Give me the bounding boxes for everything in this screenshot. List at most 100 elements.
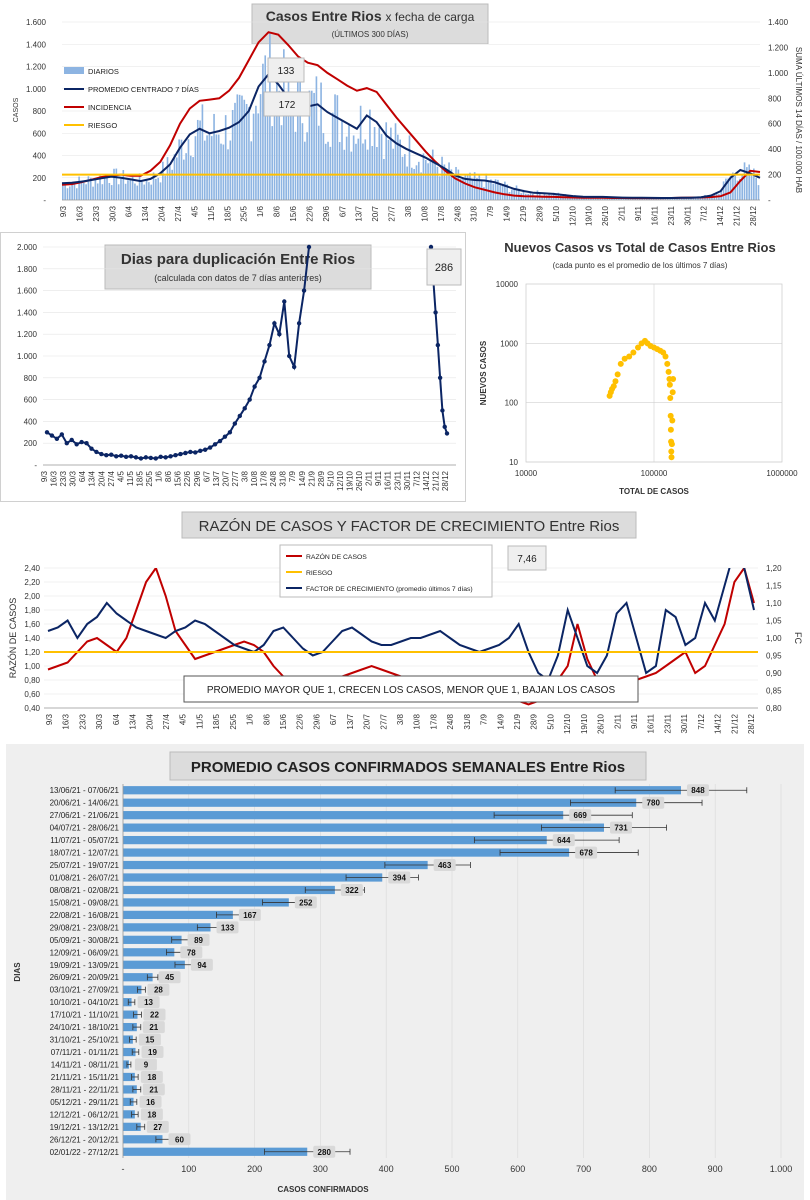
x-tick-label: 6/4 (112, 713, 121, 725)
data-label-box (168, 1133, 191, 1146)
category-label: 13/06/21 - 07/06/21 (50, 786, 120, 795)
category-label: 26/12/21 - 20/12/21 (50, 1135, 120, 1144)
legend-box (279, 544, 493, 598)
duplicacion-point (272, 321, 277, 326)
daily-bar (124, 183, 127, 200)
x-tick-label: 17/8 (429, 713, 438, 729)
x-tick-label: 4/5 (116, 470, 125, 482)
y-tick-label: 1000 (500, 339, 518, 348)
x-tick-label: 6/4 (78, 470, 87, 482)
chart-razon: RAZÓN DE CASOS Y FACTOR DE CRECIMIENTO E… (8, 511, 803, 734)
data-label: 18 (147, 1073, 156, 1082)
duplicacion-point (232, 421, 238, 426)
daily-bar (373, 127, 376, 200)
category-label: 14/11/21 - 08/11/21 (51, 1061, 120, 1070)
x-tick-label: 10/8 (413, 713, 422, 729)
x-tick-label: 28/9 (535, 205, 544, 221)
daily-bar (85, 184, 87, 200)
bar (123, 948, 175, 957)
x-tick-label: 13/7 (355, 205, 364, 221)
daily-bar (471, 179, 474, 200)
daily-bar (369, 109, 371, 200)
y-tick-label: - (34, 461, 37, 470)
x-tick-label: 3/8 (404, 205, 413, 217)
y-tick-label: 1.600 (17, 287, 38, 296)
daily-bar (257, 113, 260, 200)
legend-label: RIESGO (88, 121, 117, 130)
note-box (183, 675, 639, 703)
x-tick-label: 27/7 (231, 470, 240, 486)
x-tick-label: 26/10 (597, 713, 606, 734)
duplicacion-point (123, 454, 129, 460)
bar (123, 923, 211, 932)
daily-bar (189, 155, 192, 200)
y2-tick-label: 0,95 (766, 652, 782, 661)
daily-bar (159, 182, 162, 200)
legend-label: DIARIOS (88, 67, 119, 76)
x-tick-label: 12/10 (336, 470, 345, 491)
x-tick-label: 24/8 (446, 713, 455, 729)
duplicacion-point (79, 439, 84, 445)
duplicacion-point (193, 450, 198, 455)
data-label: 167 (243, 911, 257, 920)
daily-bar (306, 132, 308, 200)
duplicacion-point (99, 451, 104, 457)
y-tick-label: 1.000 (17, 352, 38, 361)
daily-bar (497, 179, 499, 200)
scatter-point (635, 344, 642, 351)
daily-bar (264, 55, 267, 200)
duplicacion-point (202, 447, 208, 452)
x-tick-label: 100000 (641, 469, 668, 478)
x-tick-label: 30/3 (95, 713, 104, 729)
x-tick-label: 6/7 (202, 470, 211, 482)
data-label: 78 (187, 948, 196, 957)
daily-bar (224, 115, 227, 200)
data-label-box (340, 883, 363, 896)
x-tick-label: 9/11 (630, 713, 639, 729)
bar (123, 1035, 133, 1044)
daily-bar (448, 162, 450, 200)
daily-bar (341, 120, 343, 200)
x-tick-label: 6/4 (125, 205, 134, 217)
daily-bar (485, 173, 488, 200)
x-tick-label: 22/6 (183, 470, 192, 486)
duplicacion-point (262, 359, 267, 364)
y2-tick-label: - (768, 196, 771, 205)
x-tick-label: 19/10 (346, 470, 355, 491)
chart-duplicacion: Dias para duplicación Entre Rios (calcula… (17, 243, 462, 491)
x-tick-label: 9/3 (45, 713, 54, 725)
daily-bar (585, 197, 588, 200)
x-tick-label: 16/3 (62, 713, 71, 729)
daily-bar (413, 168, 415, 200)
y-axis-label: RAZÓN DE CASOS (8, 598, 18, 679)
y-tick-label: 400 (24, 417, 38, 426)
chart-title: PROMEDIO CASOS CONFIRMADOS SEMANALES Ent… (191, 759, 625, 776)
daily-bar (506, 184, 509, 200)
daily-bar (620, 198, 623, 200)
x-tick-label: 23/3 (92, 205, 101, 221)
x-tick-label: 13/4 (129, 713, 138, 729)
daily-bar (96, 183, 99, 200)
daily-bar (327, 141, 329, 200)
chart-promedio-semanal-panel: PROMEDIO CASOS CONFIRMADOS SEMANALES Ent… (6, 744, 804, 1200)
legend-label: RAZÓN DE CASOS (306, 552, 367, 561)
y2-tick-label: 1,00 (766, 634, 782, 643)
daily-bar (234, 102, 236, 200)
bar (123, 798, 637, 807)
daily-bar (683, 198, 685, 200)
category-label: 19/09/21 - 13/09/21 (50, 961, 120, 970)
daily-bar (310, 90, 313, 200)
duplicacion-point (291, 364, 297, 370)
y-tick-label: 100 (505, 399, 519, 408)
x-tick-label: 26/10 (601, 205, 610, 226)
y-tick-label: 1.400 (17, 308, 38, 317)
y-tick-label: 1.400 (26, 40, 47, 49)
data-label-box (139, 1095, 162, 1108)
daily-bar (501, 185, 504, 200)
daily-bar (148, 182, 150, 200)
daily-bar (303, 141, 306, 200)
data-label: 252 (299, 898, 313, 907)
duplicacion-point (138, 456, 144, 461)
data-label: 27 (153, 1123, 162, 1132)
duplicacion-point (444, 431, 450, 436)
